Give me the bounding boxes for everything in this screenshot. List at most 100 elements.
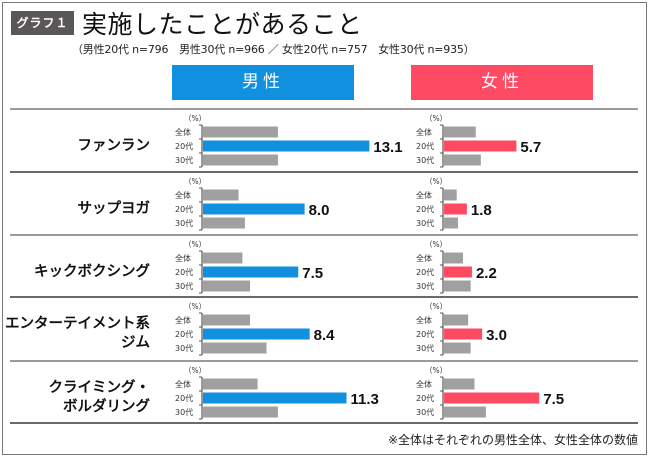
bar-male-total	[203, 189, 239, 201]
category-label: エンターテイメント系ジム	[5, 315, 150, 353]
unit-label: （%）	[425, 177, 447, 186]
section-divider	[10, 108, 638, 110]
bar-female-30s	[444, 280, 471, 292]
category-label-line: キックボクシング	[34, 263, 150, 280]
bar-female-20s	[444, 203, 467, 215]
bar-male-total	[203, 378, 258, 390]
value-label: 7.5	[302, 265, 323, 282]
value-label: 13.1	[373, 139, 402, 156]
row-tick-label: 全体	[175, 190, 191, 200]
unit-label: （%）	[184, 240, 206, 249]
row-tick-label: 全体	[416, 190, 432, 200]
row-tick-label: 30代	[416, 218, 434, 228]
sample-size-note: （男性20代 n=796 男性30代 n=966 ／ 女性20代 n=757 女…	[72, 43, 475, 56]
row-tick-label: 20代	[416, 141, 434, 151]
row-tick-label: 30代	[416, 343, 434, 353]
row-tick-label: 全体	[416, 379, 432, 389]
bar-male-20s	[203, 392, 347, 404]
category-label-line: サップヨガ	[77, 200, 151, 217]
bar-female-30s	[444, 342, 471, 354]
row-tick-label: 20代	[416, 393, 434, 403]
row-tick-label: 全体	[175, 253, 191, 263]
category-label: サップヨガ	[78, 200, 151, 219]
row-tick-label: 全体	[416, 315, 432, 325]
row-tick-label: 20代	[175, 267, 193, 277]
bar-male-20s	[203, 203, 305, 215]
row-tick-label: 30代	[175, 407, 193, 417]
value-label: 8.4	[314, 327, 336, 344]
row-tick-label: 全体	[416, 127, 432, 137]
row-tick-label: 20代	[416, 204, 434, 214]
row-tick-label: 30代	[175, 218, 193, 228]
bar-male-20s	[203, 266, 299, 278]
category-label-line: ファンラン	[77, 137, 151, 154]
bar-male-total	[203, 314, 250, 326]
row-tick-label: 30代	[175, 281, 193, 291]
unit-label: （%）	[425, 366, 447, 375]
row-tick-label: 全体	[175, 379, 191, 389]
bar-male-30s	[203, 280, 250, 292]
row-tick-label: 20代	[175, 141, 193, 151]
bar-male-30s	[203, 342, 267, 354]
unit-label: （%）	[184, 366, 206, 375]
value-label: 2.2	[476, 265, 497, 282]
bar-male-20s	[203, 328, 310, 340]
row-tick-label: 20代	[416, 329, 434, 339]
unit-label: （%）	[425, 302, 447, 311]
row-tick-label: 20代	[175, 204, 193, 214]
section-divider	[10, 234, 638, 236]
bar-female-total	[444, 126, 476, 138]
bar-female-30s	[444, 217, 458, 229]
row-tick-label: 20代	[416, 267, 434, 277]
bar-male-total	[203, 252, 243, 264]
unit-label: （%）	[425, 114, 447, 123]
category-label-line: クライミング・	[48, 380, 151, 396]
bar-female-total	[444, 314, 469, 326]
unit-label: （%）	[184, 302, 206, 311]
row-tick-label: 30代	[416, 407, 434, 417]
bar-female-total	[444, 378, 475, 390]
section-divider	[10, 422, 638, 424]
unit-label: （%）	[425, 240, 447, 249]
unit-label: （%）	[184, 114, 206, 123]
footnote: ※全体はそれぞれの男性全体、女性全体の数値	[387, 433, 638, 447]
value-label: 3.0	[486, 327, 507, 344]
bar-male-30s	[203, 154, 278, 166]
category-label: クライミング・ボルダリング	[49, 379, 151, 417]
section-divider	[10, 171, 638, 173]
section-divider	[10, 360, 638, 362]
row-tick-label: 20代	[175, 329, 193, 339]
bar-female-total	[444, 252, 464, 264]
row-tick-label: 全体	[175, 315, 191, 325]
row-tick-label: 30代	[175, 155, 193, 165]
value-label: 11.3	[351, 391, 379, 408]
bar-female-20s	[444, 392, 540, 404]
row-tick-label: 全体	[175, 127, 191, 137]
bar-female-30s	[444, 406, 486, 418]
unit-label: （%）	[184, 177, 206, 186]
chart-title: 実施したことがあること	[82, 10, 363, 39]
bar-male-30s	[203, 217, 245, 229]
bar-female-30s	[444, 154, 481, 166]
legend-female: 女性	[411, 65, 593, 100]
value-label: 7.5	[543, 391, 564, 408]
category-label-line: ジム	[121, 335, 150, 351]
value-label: 5.7	[520, 139, 541, 156]
graph-number-tag: グラフ１	[11, 11, 74, 35]
bar-female-20s	[444, 328, 483, 340]
bar-male-30s	[203, 406, 278, 418]
bar-female-20s	[444, 140, 517, 152]
row-tick-label: 30代	[175, 343, 193, 353]
bar-male-total	[203, 126, 278, 138]
row-tick-label: 全体	[416, 253, 432, 263]
category-label-line: エンターテイメント系	[5, 316, 150, 332]
value-label: 1.8	[471, 202, 492, 219]
value-label: 8.0	[309, 202, 330, 219]
category-label: ファンラン	[78, 137, 151, 156]
row-tick-label: 30代	[416, 281, 434, 291]
category-label-line: ボルダリング	[63, 399, 150, 415]
bar-male-20s	[203, 140, 370, 152]
category-label: キックボクシング	[34, 263, 150, 282]
section-divider	[10, 296, 638, 298]
